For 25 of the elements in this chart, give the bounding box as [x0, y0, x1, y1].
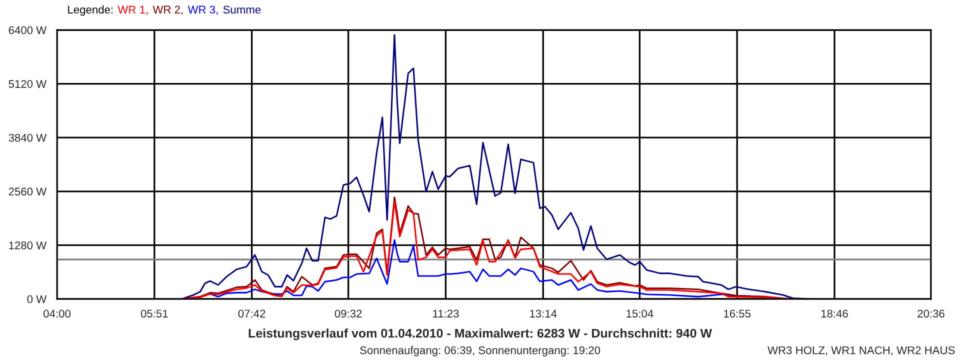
y-tick-label: 1280 W	[9, 241, 47, 250]
x-tick-label: 16:55	[724, 310, 751, 318]
y-tick-label: 5120 W	[8, 80, 47, 88]
text: Sonnenaufgang: 06:39, Sonnenuntergang: 19:20	[360, 346, 600, 356]
y-tick-label: 6400 W	[8, 26, 47, 34]
y-tick-label: 2560 W	[8, 188, 47, 196]
text: WR 2,	[152, 6, 183, 15]
line-series	[181, 34, 814, 299]
y-tick-label: 0 W	[27, 295, 47, 304]
text: WR3 HOLZ, WR1 NACH, WR2 HAUS	[768, 346, 955, 356]
x-tick-label: 18:46	[821, 310, 848, 318]
y-tick-label: 3840 W	[8, 134, 47, 142]
text: Leistungsverlauf vom 01.04.2010 - Maximalwert: 6283 W - Durchschnitt: 940 W	[248, 328, 712, 340]
x-tick-label: 13:14	[530, 310, 557, 318]
x-tick-label: 20:36	[918, 310, 944, 318]
x-tick-label: 11:23	[433, 310, 459, 318]
x-tick-label: 04:00	[44, 310, 70, 318]
legend-title: Legende:	[68, 5, 113, 16]
text: WR 3,	[188, 6, 218, 15]
text: Summe	[223, 6, 261, 14]
x-tick-label: 09:32	[334, 310, 362, 318]
text: WR 1,	[118, 6, 148, 15]
x-tick-label: 05:51	[140, 310, 168, 318]
x-tick-label: 15:04	[626, 310, 654, 318]
x-tick-label: 07:42	[238, 310, 266, 318]
